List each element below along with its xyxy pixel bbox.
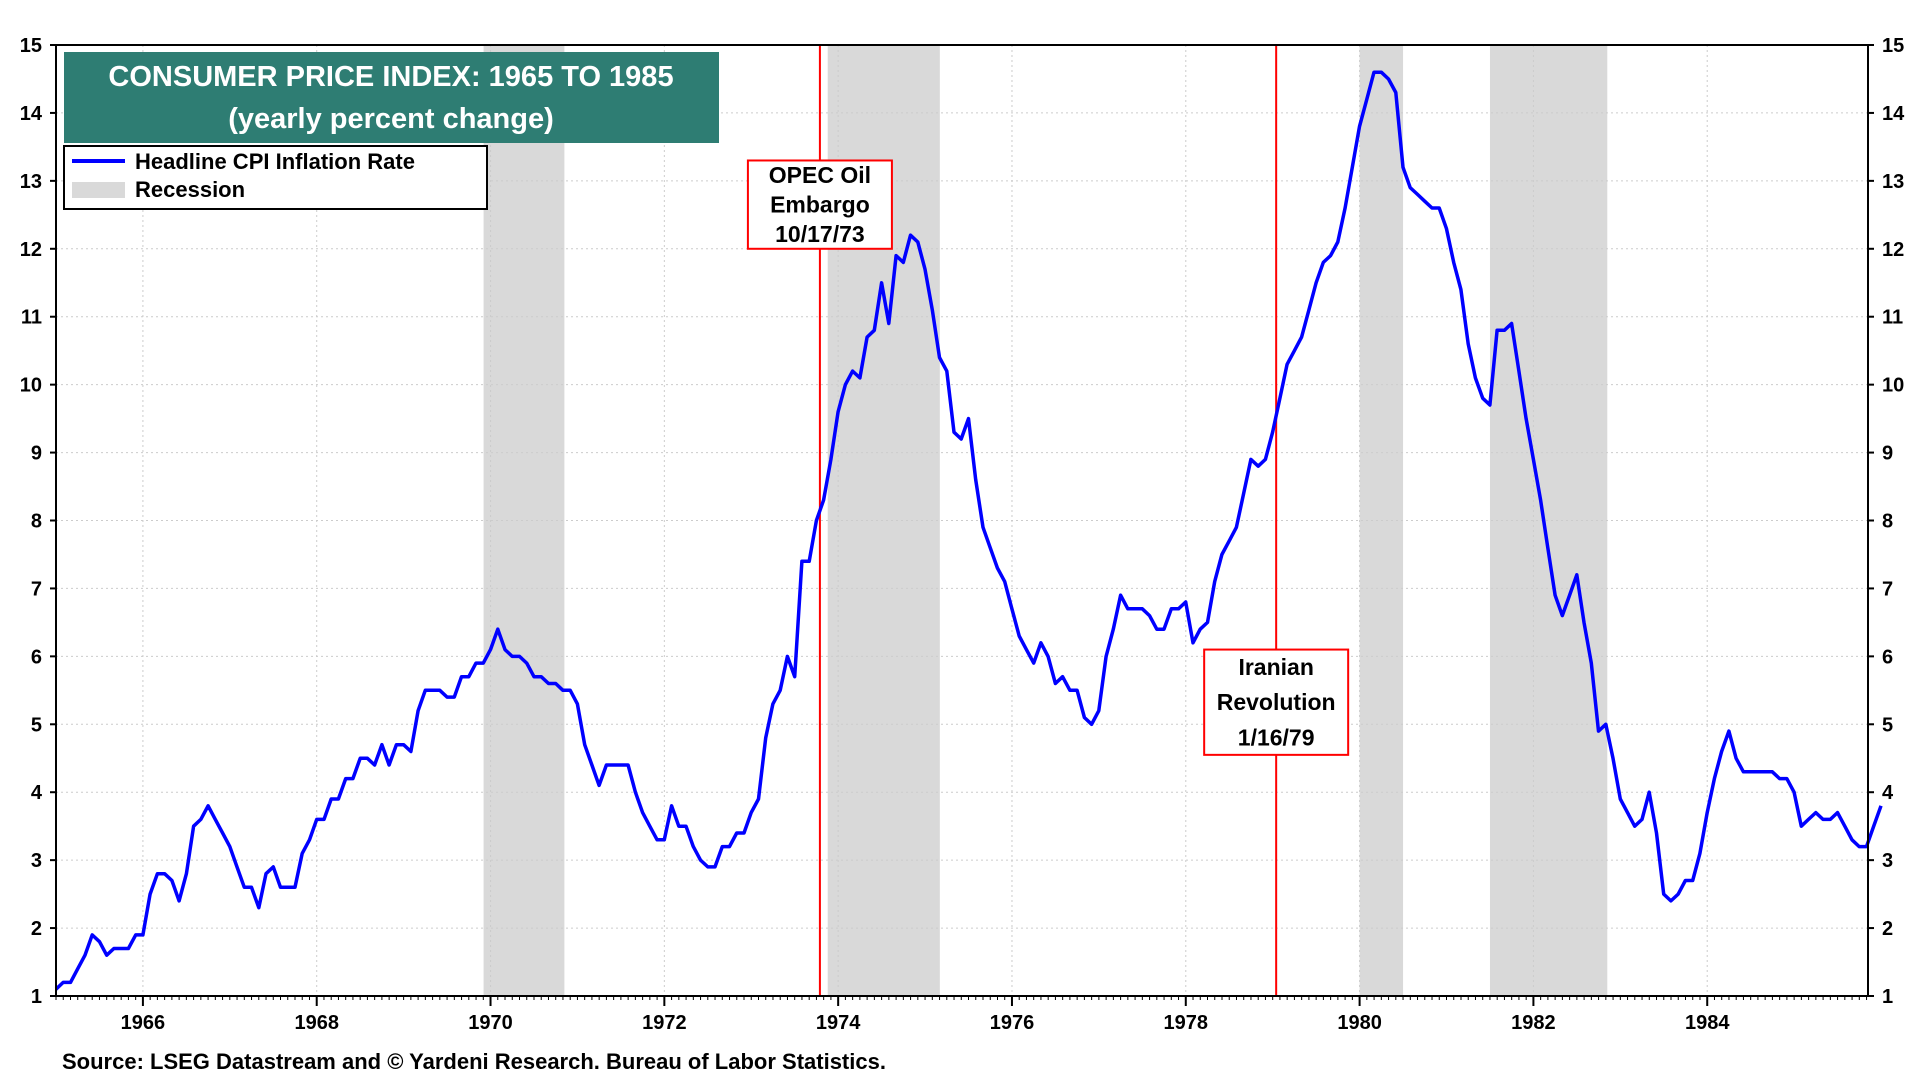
y-tick-label-right-4: 4 [1882,782,1894,804]
y-tick-label-right-1: 1 [1882,986,1893,1008]
y-tick-label-left-1: 1 [31,986,42,1008]
event-label-text-0-0: OPEC Oil [769,162,871,188]
y-tick-label-left-9: 9 [31,443,42,465]
y-tick-label-left-4: 4 [31,782,43,804]
y-tick-label-left-6: 6 [31,646,42,668]
legend-recession-swatch [72,182,125,198]
event-label-text-0-1: Embargo [770,192,870,218]
y-tick-label-right-12: 12 [1882,239,1904,261]
x-tick-label-1968: 1968 [294,1012,339,1034]
y-tick-label-right-9: 9 [1882,443,1893,465]
y-tick-label-right-3: 3 [1882,850,1893,872]
y-tick-label-left-8: 8 [31,511,42,533]
y-tick-label-left-10: 10 [20,375,42,397]
event-label-box-1 [1203,648,1350,756]
x-tick-label-1978: 1978 [1164,1012,1209,1034]
y-tick-label-right-2: 2 [1882,918,1893,940]
event-label-text-1-2: 1/16/79 [1238,724,1315,750]
source-note: Source: LSEG Datastream and © Yardeni Re… [62,1049,886,1074]
y-tick-label-left-15: 15 [20,35,42,57]
legend-label-recession: Recession [135,177,245,202]
x-tick-label-1984: 1984 [1685,1012,1730,1034]
y-tick-label-left-2: 2 [31,918,42,940]
event-label-box-0 [746,159,893,250]
event-label-text-0-2: 10/17/73 [775,221,865,247]
x-tick-label-1982: 1982 [1511,1012,1556,1034]
x-tick-label-1974: 1974 [816,1012,861,1034]
y-tick-label-left-12: 12 [20,239,42,261]
y-tick-label-right-15: 15 [1882,35,1904,57]
y-tick-label-left-7: 7 [31,578,42,600]
event-labels: OPEC Oil Embargo 10/17/73 Iranian Revolution… [746,159,1350,756]
y-tick-label-right-7: 7 [1882,578,1893,600]
chart-subtitle: (yearly percent change) [228,103,554,135]
y-tick-label-right-10: 10 [1882,375,1904,397]
y-tick-label-right-5: 5 [1882,714,1893,736]
x-tick-label-1980: 1980 [1337,1012,1382,1034]
x-tick-label-1972: 1972 [642,1012,687,1034]
event-label-text-1-0: Iranian [1238,654,1313,680]
y-tick-label-right-13: 13 [1882,171,1904,193]
x-tick-label-1976: 1976 [990,1012,1035,1034]
y-tick-label-left-11: 11 [21,307,42,329]
x-tick-label-1966: 1966 [121,1012,166,1034]
title-box: CONSUMER PRICE INDEX: 1965 TO 1985 (year… [64,52,719,143]
legend: Headline CPI Inflation Rate Recession [63,145,488,210]
y-tick-label-right-8: 8 [1882,511,1893,533]
y-tick-label-right-6: 6 [1882,646,1893,668]
event-label-text-1-1: Revolution [1217,689,1336,715]
y-tick-label-right-11: 11 [1882,307,1903,329]
y-tick-label-right-14: 14 [1882,103,1905,125]
series-lines [54,70,1883,991]
chart-title: CONSUMER PRICE INDEX: 1965 TO 1985 [108,61,673,93]
grid-lines [56,45,1868,996]
y-tick-label-left-14: 14 [20,103,43,125]
series-line-cpi [54,70,1883,991]
legend-label-cpi: Headline CPI Inflation Rate [135,149,415,174]
y-tick-label-left-13: 13 [20,171,42,193]
y-tick-label-left-5: 5 [31,714,42,736]
y-tick-label-left-3: 3 [31,850,42,872]
x-tick-label-1970: 1970 [468,1012,513,1034]
